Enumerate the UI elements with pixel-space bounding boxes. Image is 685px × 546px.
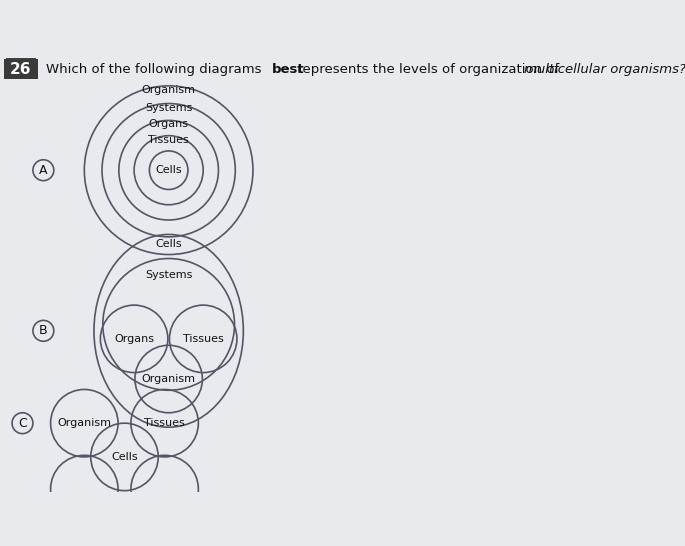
Text: best: best xyxy=(271,62,304,75)
FancyBboxPatch shape xyxy=(5,58,36,77)
FancyBboxPatch shape xyxy=(4,58,38,80)
Text: represents the levels of organization of: represents the levels of organization of xyxy=(293,62,564,75)
Text: Organism: Organism xyxy=(142,85,196,95)
Text: 26: 26 xyxy=(10,62,32,76)
Text: Cells: Cells xyxy=(111,452,138,462)
Text: B: B xyxy=(39,324,48,337)
Text: Tissues: Tissues xyxy=(183,334,223,344)
FancyBboxPatch shape xyxy=(0,29,550,54)
Text: Organism: Organism xyxy=(142,374,196,384)
Text: Tissues: Tissues xyxy=(145,418,185,428)
Text: Cells: Cells xyxy=(155,165,182,175)
Text: C: C xyxy=(18,417,27,430)
Text: Which of the following diagrams: Which of the following diagrams xyxy=(46,62,266,75)
Text: A: A xyxy=(39,164,48,177)
Text: Systems: Systems xyxy=(145,103,192,112)
Text: Organs: Organs xyxy=(114,334,154,344)
Text: Organism: Organism xyxy=(58,418,112,428)
Text: Systems: Systems xyxy=(145,270,192,280)
Text: Tissues: Tissues xyxy=(148,135,189,145)
Text: Organs: Organs xyxy=(149,120,188,129)
Text: multicellular organisms?: multicellular organisms? xyxy=(523,62,685,75)
Text: Cells: Cells xyxy=(155,239,182,249)
